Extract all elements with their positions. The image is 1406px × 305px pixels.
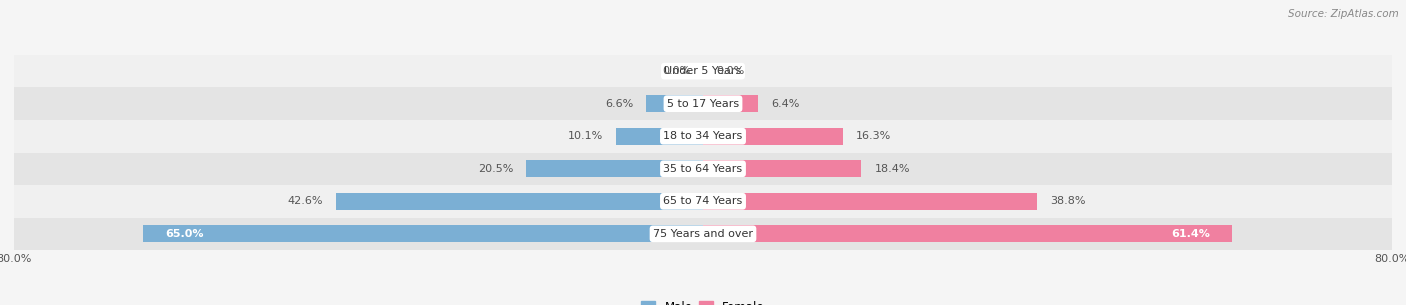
Bar	[336, 193, 703, 210]
Text: 5 to 17 Years: 5 to 17 Years	[666, 99, 740, 109]
Bar	[703, 225, 1232, 242]
Text: 42.6%: 42.6%	[288, 196, 323, 206]
Text: 10.1%: 10.1%	[568, 131, 603, 141]
Text: 20.5%: 20.5%	[478, 164, 513, 174]
Text: 61.4%: 61.4%	[1171, 229, 1211, 239]
Text: 6.6%: 6.6%	[605, 99, 633, 109]
Text: 18.4%: 18.4%	[875, 164, 910, 174]
Bar	[14, 185, 1392, 217]
Text: 6.4%: 6.4%	[770, 99, 800, 109]
Bar	[703, 160, 862, 177]
Text: 16.3%: 16.3%	[856, 131, 891, 141]
Text: 75 Years and over: 75 Years and over	[652, 229, 754, 239]
Bar	[14, 55, 1392, 88]
Text: 38.8%: 38.8%	[1050, 196, 1085, 206]
Text: Under 5 Years: Under 5 Years	[665, 66, 741, 76]
Bar	[14, 120, 1392, 152]
Text: 18 to 34 Years: 18 to 34 Years	[664, 131, 742, 141]
Bar	[703, 128, 844, 145]
Text: 35 to 64 Years: 35 to 64 Years	[664, 164, 742, 174]
Text: 65 to 74 Years: 65 to 74 Years	[664, 196, 742, 206]
Bar	[647, 95, 703, 112]
Bar	[14, 152, 1392, 185]
Text: 65.0%: 65.0%	[165, 229, 204, 239]
Bar	[703, 95, 758, 112]
Bar	[703, 193, 1038, 210]
Bar	[616, 128, 703, 145]
Bar	[143, 225, 703, 242]
Legend: Male, Female: Male, Female	[637, 296, 769, 305]
Bar	[14, 88, 1392, 120]
Text: Source: ZipAtlas.com: Source: ZipAtlas.com	[1288, 9, 1399, 19]
Text: 0.0%: 0.0%	[716, 66, 744, 76]
Bar	[14, 217, 1392, 250]
Bar	[526, 160, 703, 177]
Text: 0.0%: 0.0%	[662, 66, 690, 76]
